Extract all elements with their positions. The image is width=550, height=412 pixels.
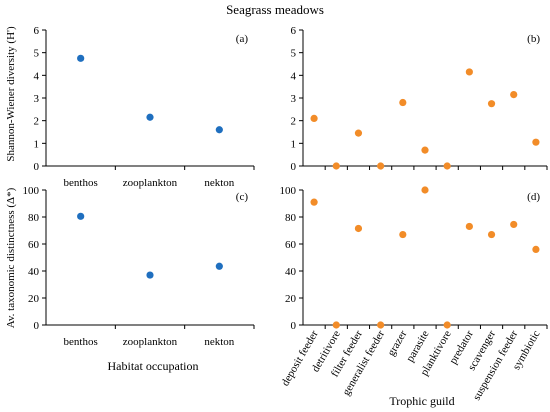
data-point	[443, 162, 451, 170]
data-point	[354, 224, 363, 233]
y-tick-label: 40	[285, 266, 297, 278]
data-point	[465, 68, 473, 76]
panel-a-plot: 0 1 2 3 4 5 6 benthos zooplankton nekton	[34, 25, 255, 189]
panel-a-label: (a)	[236, 33, 249, 45]
data-point	[465, 222, 473, 231]
y-tick-label: 100	[23, 185, 40, 197]
figure-title: Seagrass meadows	[226, 2, 324, 17]
y-tick-label: 1	[34, 138, 40, 150]
y-tick-label: 4	[291, 70, 297, 82]
data-point	[77, 54, 85, 62]
x-category-label: benthos	[64, 336, 98, 348]
panel-c-xlabel: Habitat occupation	[108, 359, 199, 373]
y-tick-label: 20	[285, 293, 297, 305]
y-tick-label: 20	[28, 293, 40, 305]
y-tick-label: 0	[291, 161, 297, 173]
y-tick-label: 0	[291, 320, 297, 332]
y-tick-label: 5	[34, 48, 40, 60]
data-point	[146, 271, 154, 279]
y-tick-label: 0	[34, 161, 40, 173]
y-tick-label: 6	[291, 25, 297, 37]
data-point	[487, 100, 496, 108]
data-point	[332, 162, 340, 170]
panel-d-label: (d)	[527, 191, 540, 203]
data-point	[77, 212, 85, 220]
data-point	[532, 138, 540, 146]
x-category-label: zooplankton	[123, 336, 178, 348]
data-point	[215, 262, 223, 270]
y-tick-label: 2	[34, 116, 40, 128]
data-point	[399, 230, 407, 239]
data-point	[215, 126, 223, 134]
data-point	[421, 146, 429, 154]
panel-b-label: (b)	[527, 33, 540, 45]
data-point	[332, 321, 340, 329]
data-point	[510, 220, 518, 229]
y-tick-label: 0	[34, 320, 40, 332]
data-point	[510, 91, 518, 99]
data-point	[377, 321, 385, 329]
x-category-label: benthos	[64, 177, 98, 189]
panel-c-label: (c)	[236, 191, 249, 203]
data-point	[399, 98, 407, 107]
y-tick-label: 100	[280, 185, 297, 197]
y-tick-label: 40	[28, 266, 40, 278]
data-point	[377, 162, 385, 170]
panel-d-xlabel: Trophic guild	[389, 394, 454, 408]
panel-c-ylabel: Av. taxonomic distinctness (Δ*)	[5, 187, 17, 328]
panel-b: (b) 0 1 2 3 4 5 6	[291, 25, 548, 173]
x-category-label: nekton	[204, 336, 234, 348]
data-point	[354, 129, 363, 137]
panel-c-plot: 0 20 40 60 80 100 benthos zooplankton nekton	[23, 185, 255, 348]
data-point	[310, 198, 318, 206]
data-point	[146, 113, 154, 121]
y-tick-label: 1	[291, 138, 297, 150]
y-tick-label: 80	[285, 212, 297, 224]
y-tick-label: 3	[291, 93, 297, 105]
panel-c: (c) Av. taxonomic distinctness (Δ*) Habi…	[5, 185, 255, 373]
y-tick-label: 2	[291, 116, 297, 128]
x-category-label: nekton	[204, 177, 234, 189]
y-tick-label: 80	[28, 212, 40, 224]
data-point	[421, 186, 429, 194]
x-category-label: zooplankton	[123, 177, 178, 189]
data-point	[443, 321, 451, 329]
y-tick-label: 4	[34, 70, 40, 82]
y-tick-label: 5	[291, 48, 297, 60]
y-tick-label: 60	[28, 239, 40, 251]
data-point	[310, 114, 318, 122]
panel-a: (a) Shannon-Wiener diversity (H') 0 1 2 3 4 5…	[5, 25, 255, 189]
data-point	[532, 245, 540, 253]
data-point	[487, 230, 496, 239]
panel-a-ylabel: Shannon-Wiener diversity (H')	[5, 26, 17, 162]
panel-b-plot: 0 1 2 3 4 5 6	[291, 25, 548, 173]
y-tick-label: 6	[34, 25, 40, 37]
y-tick-label: 60	[285, 239, 297, 251]
y-tick-label: 3	[34, 93, 40, 105]
